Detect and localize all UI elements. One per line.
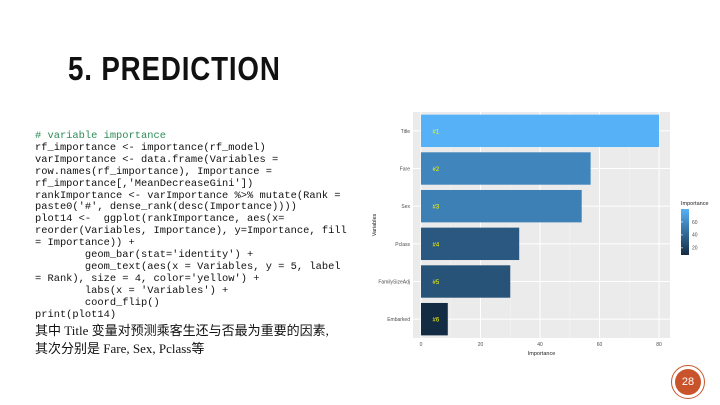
bar-rank-label: #5 xyxy=(433,280,440,286)
caption-line-2: 其次分别是 Fare, Sex, Pclass等 xyxy=(35,341,205,356)
y-tick-label: Title xyxy=(401,129,410,135)
legend-tick-label: 40 xyxy=(692,233,698,239)
chart-panel xyxy=(413,112,670,338)
y-tick-label: Fare xyxy=(400,167,411,173)
y-tick-label: Pclass xyxy=(395,242,410,248)
bar xyxy=(421,189,582,223)
bar xyxy=(421,265,511,298)
code-comment: # variable importance xyxy=(35,130,166,142)
bar-rank-label: #1 xyxy=(433,129,440,135)
importance-chart-svg: #1 Title #2 Fare #3 Sex #4 Pclass #5 FamilySizeAd… xyxy=(372,112,709,357)
caption: 其中 Title 变量对预测乘客生还与否最为重要的因素, 其次分别是 Fare,… xyxy=(35,322,370,358)
legend-tick-label: 20 xyxy=(692,246,698,252)
x-tick-label: 80 xyxy=(656,342,662,348)
bar xyxy=(421,114,660,148)
legend-title: Importance xyxy=(681,201,709,207)
y-tick-label: Sex xyxy=(401,204,410,210)
x-tick-label: 0 xyxy=(420,342,423,348)
code-block: # variable importance rf_importance <- im… xyxy=(35,130,365,322)
bar xyxy=(421,227,520,261)
legend-tick-label: 60 xyxy=(692,220,698,226)
x-axis-label: Importance xyxy=(528,351,556,357)
slide-title: 5. PREDICTION xyxy=(68,50,281,87)
importance-chart: #1 Title #2 Fare #3 Sex #4 Pclass #5 FamilySizeAd… xyxy=(368,106,718,358)
bar-rank-label: #2 xyxy=(433,167,440,173)
x-tick-label: 20 xyxy=(478,342,484,348)
bar-rank-label: #3 xyxy=(433,205,440,211)
x-tick-label: 40 xyxy=(537,342,543,348)
legend-colorbar xyxy=(681,209,689,255)
caption-line-1: 其中 Title 变量对预测乘客生还与否最为重要的因素, xyxy=(35,323,329,338)
x-tick-label: 60 xyxy=(597,342,603,348)
bar xyxy=(421,302,448,336)
bar-rank-label: #6 xyxy=(433,318,440,324)
y-tick-label: FamilySizeAdj xyxy=(378,280,410,286)
code-body: rf_importance <- importance(rf_model) va… xyxy=(35,141,347,321)
bar xyxy=(421,152,591,185)
page-badge: 28 xyxy=(671,365,705,399)
page-number: 28 xyxy=(675,369,701,395)
bar-rank-label: #4 xyxy=(433,242,440,248)
y-axis-label: Variables xyxy=(372,213,378,236)
y-tick-label: Embarked xyxy=(387,317,410,323)
